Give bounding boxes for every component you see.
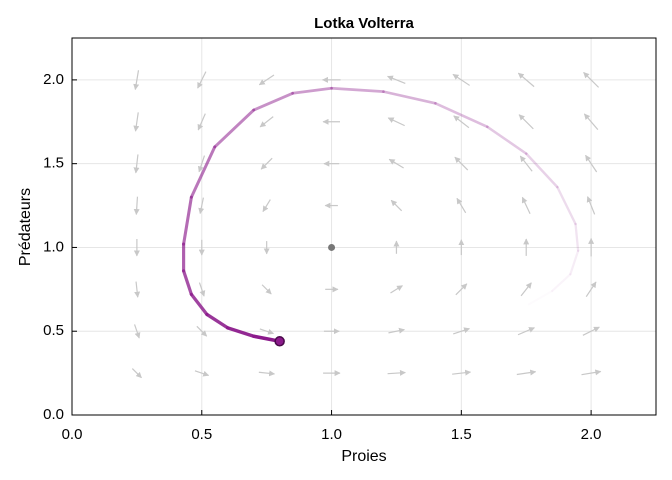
field-arrow — [134, 281, 141, 298]
field-arrow — [261, 284, 272, 295]
x-tick-label: 1.0 — [321, 426, 342, 443]
field-arrow — [455, 283, 468, 296]
x-tick-label: 2.0 — [581, 426, 602, 443]
trajectory-segment — [569, 249, 580, 276]
trajectory-segment — [182, 195, 193, 246]
field-arrow — [582, 326, 600, 336]
y-tick-label: 1.5 — [43, 155, 64, 172]
field-arrow — [586, 196, 596, 215]
field-arrow — [258, 74, 275, 86]
field-arrow — [583, 113, 599, 131]
plot-frame — [71, 37, 657, 416]
field-arrow — [133, 112, 140, 132]
field-arrow — [259, 328, 275, 335]
field-arrow — [453, 115, 470, 129]
trajectory-segment — [291, 86, 333, 95]
field-arrow — [452, 73, 470, 86]
field-arrow — [518, 114, 534, 130]
trajectory-segment — [205, 312, 230, 330]
field-arrow — [260, 157, 273, 170]
x-tick-label: 1.5 — [451, 426, 472, 443]
field-arrow — [585, 281, 597, 297]
field-arrow — [194, 370, 210, 377]
trajectory-segment — [556, 185, 577, 226]
equilibrium-point — [328, 243, 336, 251]
field-arrow — [517, 72, 535, 88]
field-arrow — [131, 368, 142, 379]
x-tick-label: 0.0 — [62, 426, 83, 443]
trajectory-segment — [434, 102, 489, 129]
trajectory-segment — [330, 86, 385, 93]
trajectory-segment — [226, 326, 256, 338]
field-arrow — [262, 199, 271, 213]
field-arrow — [390, 199, 403, 212]
field-arrow — [520, 282, 532, 297]
y-tick-label: 1.0 — [43, 238, 64, 255]
trajectory-segment — [189, 292, 209, 317]
field-arrow — [198, 197, 205, 215]
field-arrow — [133, 70, 140, 91]
y-tick-label: 2.0 — [43, 71, 64, 88]
trajectory-segment — [525, 152, 559, 189]
y-tick-label: 0.0 — [43, 406, 64, 423]
plot-area — [72, 38, 656, 415]
field-arrow — [197, 155, 206, 173]
field-arrow — [197, 113, 206, 131]
field-arrow — [453, 327, 471, 335]
field-arrow — [387, 369, 406, 376]
field-arrow — [198, 282, 206, 297]
y-tick-label: 0.5 — [43, 322, 64, 339]
field-arrow — [258, 370, 276, 377]
field-arrow — [517, 327, 535, 336]
field-arrow — [581, 369, 602, 376]
x-axis-label: Proies — [341, 448, 386, 465]
trajectory-segment — [551, 273, 572, 293]
trajectory-segment — [252, 91, 295, 112]
trajectory-segment — [213, 108, 256, 149]
field-arrow — [454, 156, 469, 171]
field-arrow — [259, 116, 274, 128]
trajectory-start — [274, 336, 285, 347]
field-arrow — [388, 327, 406, 334]
field-arrow — [133, 196, 140, 216]
field-arrow — [585, 154, 598, 173]
field-arrow — [519, 155, 533, 172]
trajectory-segment — [382, 90, 437, 105]
field-arrow — [521, 196, 531, 215]
field-arrow — [196, 325, 208, 337]
field-arrow — [197, 71, 207, 89]
trajectory-segment — [189, 145, 217, 199]
trajectory-segment — [574, 222, 580, 252]
trajectory-segment — [486, 125, 528, 155]
field-arrow — [133, 324, 141, 339]
field-arrow — [390, 285, 403, 294]
field-arrow — [516, 369, 537, 376]
chart-title: Lotka Volterra — [314, 15, 414, 32]
field-arrow — [133, 154, 140, 174]
field-arrow — [388, 158, 404, 169]
trajectory-segment — [182, 269, 194, 296]
field-arrow — [387, 75, 406, 84]
field-arrow — [452, 369, 472, 376]
field-arrow — [583, 71, 600, 88]
field-arrow — [387, 117, 405, 127]
x-tick-label: 0.5 — [191, 426, 212, 443]
field-arrow — [456, 197, 467, 214]
y-axis-label: Prédateurs — [17, 188, 34, 266]
